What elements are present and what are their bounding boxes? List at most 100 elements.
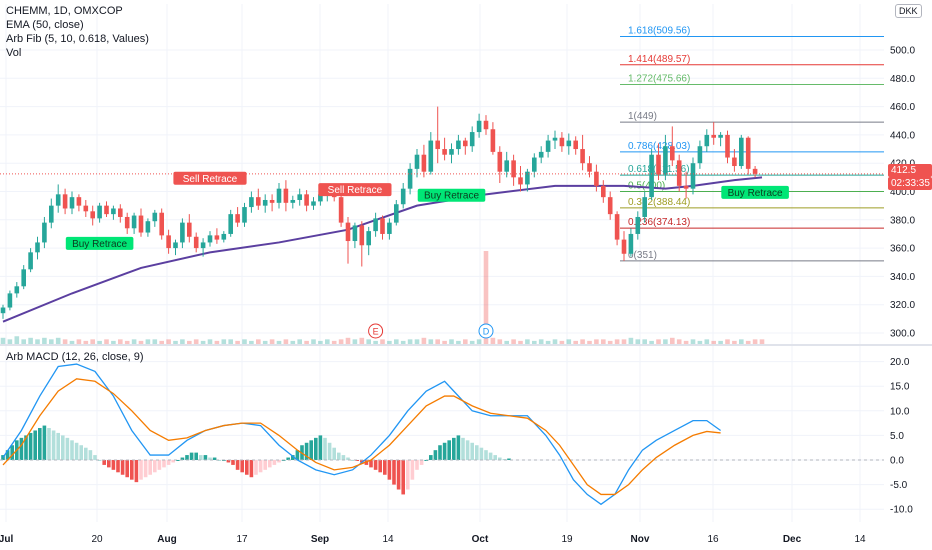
volume-bar	[21, 339, 26, 344]
candle-body	[97, 205, 102, 219]
price-axis-tick: 300.0	[890, 329, 915, 340]
legend-symbol[interactable]: CHEMM, 1D, OMXCOP	[6, 5, 123, 17]
legend-vol[interactable]: Vol	[6, 47, 22, 59]
macd-histogram-bar	[277, 460, 281, 463]
volume-bar	[711, 340, 716, 344]
volume-bar	[242, 339, 247, 344]
volume-bar	[118, 339, 123, 344]
macd-histogram-bar	[263, 460, 267, 470]
macd-histogram-bar	[125, 460, 129, 478]
candle-body	[200, 242, 206, 249]
volume-bar	[601, 339, 606, 344]
volume-bar	[745, 340, 751, 344]
macd-legend: Arb MACD (12, 26, close, 9)	[6, 350, 144, 364]
macd-histogram-bar	[153, 460, 157, 473]
event-marker	[368, 323, 384, 339]
volume-bar	[449, 339, 454, 344]
volume-bar	[428, 339, 434, 344]
candle-body	[111, 208, 116, 215]
candle-body	[145, 221, 151, 233]
candle-body	[304, 194, 309, 206]
volume-bar	[97, 340, 102, 344]
macd-histogram-bar	[38, 428, 42, 460]
candle-body	[90, 211, 95, 219]
candle-body	[338, 197, 344, 223]
candle-body	[407, 168, 413, 189]
macd-histogram-bar	[157, 460, 162, 470]
candle-body	[221, 233, 227, 240]
macd-histogram-bar	[369, 460, 373, 468]
volume-bar	[504, 340, 509, 344]
candle-body	[249, 197, 254, 208]
volume-bar	[394, 339, 399, 344]
volume-bar	[173, 340, 178, 344]
candle-body	[621, 239, 627, 254]
macd-histogram-bar	[286, 457, 290, 460]
candle-body	[476, 120, 482, 133]
price-axis-tick: 500.0	[890, 46, 915, 57]
macd-histogram-bar	[226, 460, 231, 463]
macd-histogram-bar	[139, 460, 143, 480]
volume-bar	[221, 339, 227, 344]
macd-histogram-bar	[291, 455, 295, 460]
fib-level-label: 0.5(400)	[628, 181, 665, 192]
macd-histogram-bar	[323, 437, 327, 460]
legend-ema[interactable]: EMA (50, close)	[6, 19, 84, 31]
macd-histogram-bar	[498, 457, 502, 460]
candle-body	[7, 293, 13, 308]
macd-histogram-bar	[235, 460, 240, 470]
candle-body	[400, 188, 406, 205]
volume-bar	[518, 340, 523, 344]
macd-axis-tick: -5.0	[890, 480, 908, 491]
pane-divider[interactable]	[0, 344, 932, 346]
macd-histogram-bar	[130, 460, 134, 480]
legend-macd[interactable]: Arb MACD (12, 26, close, 9)	[6, 351, 144, 363]
macd-histogram-bar	[10, 445, 14, 460]
macd-histogram-bar	[70, 440, 74, 460]
volume-bar	[663, 339, 668, 344]
candle-body	[414, 154, 420, 169]
macd-axis-tick: 10.0	[890, 406, 910, 417]
candle-body	[663, 146, 668, 175]
volume-bar	[697, 340, 703, 344]
macd-histogram-bar	[456, 435, 461, 460]
candle-body	[538, 151, 544, 158]
volume-bar	[28, 337, 33, 344]
volume-bar	[649, 340, 654, 344]
candle-body	[297, 194, 302, 200]
macd-histogram-bar	[314, 437, 318, 460]
volume-bar	[345, 337, 351, 344]
macd-histogram-bar	[470, 442, 474, 460]
currency-badge[interactable]: DKK	[895, 4, 922, 18]
macd-histogram-bar	[240, 460, 244, 473]
signal-line	[2, 378, 721, 496]
macd-axis-tick: -10.0	[890, 505, 913, 516]
macd-histogram-bar	[93, 455, 97, 460]
candle-body	[690, 163, 696, 189]
volume-bar	[463, 339, 468, 344]
macd-histogram-bar	[387, 460, 392, 480]
volume-bar	[483, 251, 489, 344]
macd-histogram-bar	[102, 460, 106, 465]
time-axis-tick: Oct	[472, 534, 489, 545]
volume-bar	[200, 340, 206, 344]
legend-fib[interactable]: Arb Fib (5, 10, 0.618, Values)	[6, 33, 149, 45]
price-axis-tick: 440.0	[890, 130, 915, 141]
macd-histogram-bar	[212, 457, 217, 460]
candle-body	[552, 137, 558, 141]
volume-bar	[525, 339, 530, 344]
candle-body	[35, 242, 40, 253]
candle-body	[104, 205, 109, 215]
volume-bar	[497, 339, 503, 344]
candle-body	[359, 225, 365, 246]
candle-body	[352, 225, 358, 242]
volume-bar	[407, 339, 413, 344]
candle-body	[269, 199, 275, 203]
fib-level-label: 0.382(388.44)	[628, 197, 690, 208]
signal-badge	[318, 183, 392, 197]
signal-label: Sell Retrace	[328, 185, 383, 196]
candle-body	[614, 214, 620, 240]
volume-bar	[283, 339, 289, 344]
volume-bar	[14, 336, 20, 344]
volume-bar	[725, 339, 730, 344]
